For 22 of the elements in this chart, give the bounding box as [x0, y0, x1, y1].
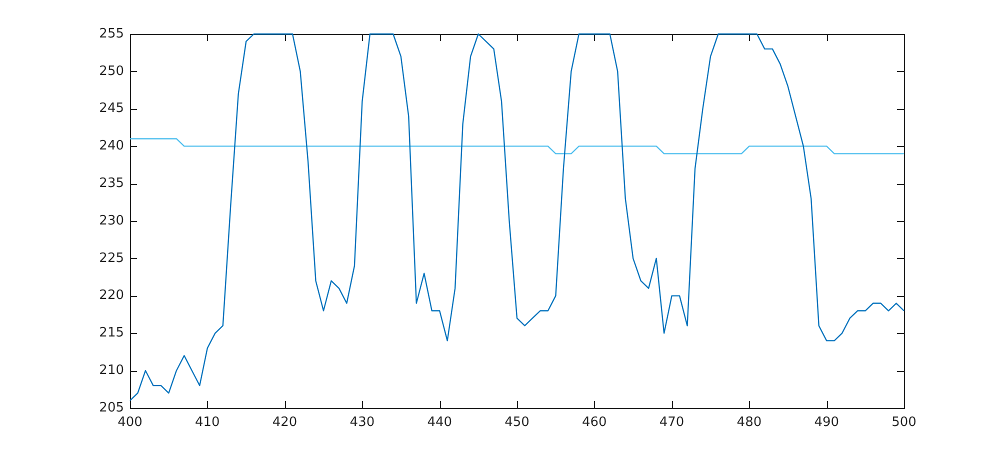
y-tick-label: 235 — [99, 176, 124, 191]
y-tick-label: 210 — [99, 362, 124, 378]
y-tick-label: 255 — [99, 26, 124, 42]
x-tick-label: 500 — [892, 415, 916, 430]
y-tick-label: 205 — [99, 400, 124, 416]
x-tick-label: 470 — [659, 415, 684, 430]
x-tick-label: 440 — [427, 415, 452, 430]
x-tick-label: 410 — [194, 415, 220, 430]
y-tick-label: 230 — [99, 213, 124, 228]
y-tick-label: 220 — [99, 288, 124, 304]
y-tick-label: 250 — [99, 64, 124, 79]
y-tick-label: 245 — [99, 101, 124, 116]
x-tick-label: 490 — [814, 415, 840, 430]
x-tick-label: 480 — [736, 415, 762, 430]
x-tick-label: 400 — [118, 415, 142, 430]
y-tick-label: 215 — [99, 326, 124, 341]
x-tick-label: 430 — [350, 415, 375, 430]
x-tick-label: 420 — [272, 415, 298, 430]
y-tick-label: 240 — [99, 138, 124, 154]
y-tick-label: 225 — [99, 250, 124, 266]
x-tick-label: 460 — [582, 415, 607, 430]
x-tick-label: 450 — [504, 415, 530, 430]
